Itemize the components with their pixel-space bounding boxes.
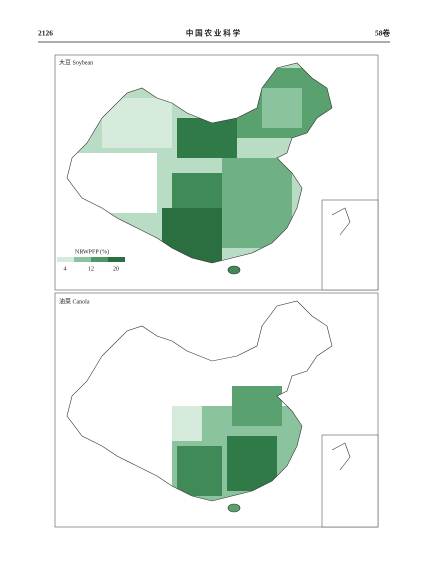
inset-map: [331, 442, 351, 471]
legend-bar: [57, 257, 125, 262]
journal-title: 中 国 农 业 科 学: [186, 28, 241, 38]
map-frame: [54, 292, 379, 528]
page-number: 2126: [38, 29, 53, 38]
legend-tick: 12: [88, 266, 94, 272]
soybean-map: [66, 62, 333, 275]
canola-map: [66, 300, 333, 513]
map-frame: [54, 54, 379, 291]
volume: 58卷: [375, 28, 391, 38]
inset-frame: [321, 434, 379, 528]
legend-title: NRWPFP (%): [75, 248, 109, 255]
map-label: 油菜 Canola: [59, 297, 90, 305]
inset-map: [331, 207, 351, 236]
inset-frame: [321, 199, 379, 291]
legend-tick: 4: [64, 266, 67, 272]
legend-tick: 20: [113, 266, 119, 272]
map-label: 大豆 Soybean: [59, 58, 93, 66]
